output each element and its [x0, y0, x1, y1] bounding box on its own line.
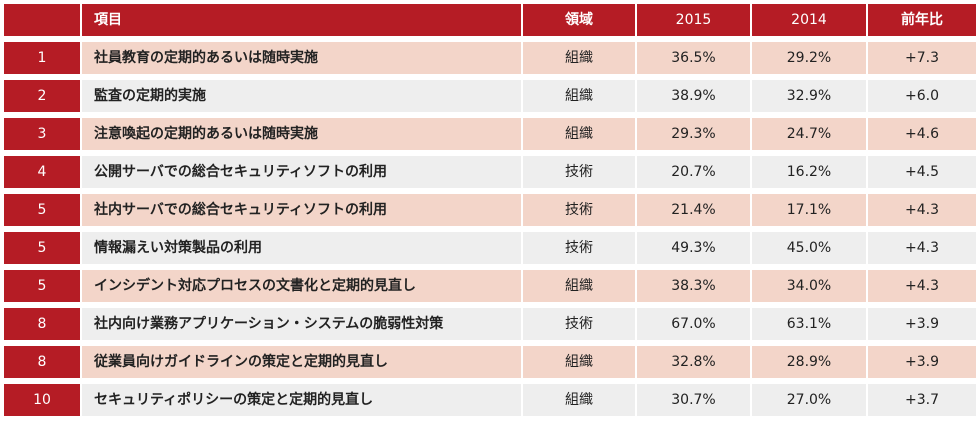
item-cell: 監査の定期的実施	[82, 80, 521, 112]
value-2014-cell: 27.0%	[752, 384, 866, 416]
diff-cell: +7.3	[868, 42, 976, 74]
value-2014-cell: 45.0%	[752, 232, 866, 264]
table-row: 8 従業員向けガイドラインの策定と定期的見直し 組織 32.8% 28.9% +…	[0, 346, 980, 378]
rank-cell: 5	[4, 194, 80, 226]
value-2014-cell: 24.7%	[752, 118, 866, 150]
domain-cell: 組織	[523, 118, 635, 150]
diff-cell: +6.0	[868, 80, 976, 112]
table-row: 1 社員教育の定期的あるいは随時実施 組織 36.5% 29.2% +7.3	[0, 42, 980, 74]
rank-cell: 3	[4, 118, 80, 150]
header-rank	[4, 4, 80, 36]
item-cell: インシデント対応プロセスの文書化と定期的見直し	[82, 270, 521, 302]
domain-cell: 技術	[523, 194, 635, 226]
diff-cell: +3.9	[868, 346, 976, 378]
table-row: 10 セキュリティポリシーの策定と定期的見直し 組織 30.7% 27.0% +…	[0, 384, 980, 416]
item-cell: セキュリティポリシーの策定と定期的見直し	[82, 384, 521, 416]
value-2015-cell: 67.0%	[637, 308, 750, 340]
domain-cell: 組織	[523, 270, 635, 302]
value-2014-cell: 17.1%	[752, 194, 866, 226]
header-2015: 2015	[637, 4, 750, 36]
domain-cell: 技術	[523, 308, 635, 340]
table-row: 8 社内向け業務アプリケーション・システムの脆弱性対策 技術 67.0% 63.…	[0, 308, 980, 340]
header-diff: 前年比	[868, 4, 976, 36]
rank-cell: 2	[4, 80, 80, 112]
rank-cell: 4	[4, 156, 80, 188]
item-cell: 社員教育の定期的あるいは随時実施	[82, 42, 521, 74]
diff-cell: +3.9	[868, 308, 976, 340]
value-2015-cell: 49.3%	[637, 232, 750, 264]
value-2014-cell: 34.0%	[752, 270, 866, 302]
rank-cell: 5	[4, 270, 80, 302]
table-row: 2 監査の定期的実施 組織 38.9% 32.9% +6.0	[0, 80, 980, 112]
diff-cell: +4.3	[868, 232, 976, 264]
item-cell: 公開サーバでの総合セキュリティソフトの利用	[82, 156, 521, 188]
item-cell: 注意喚起の定期的あるいは随時実施	[82, 118, 521, 150]
diff-cell: +4.6	[868, 118, 976, 150]
domain-cell: 組織	[523, 384, 635, 416]
item-cell: 情報漏えい対策製品の利用	[82, 232, 521, 264]
item-cell: 従業員向けガイドラインの策定と定期的見直し	[82, 346, 521, 378]
value-2015-cell: 38.9%	[637, 80, 750, 112]
rank-cell: 1	[4, 42, 80, 74]
table-row: 5 情報漏えい対策製品の利用 技術 49.3% 45.0% +4.3	[0, 232, 980, 264]
value-2015-cell: 32.8%	[637, 346, 750, 378]
table-header: 項目 領域 2015 2014 前年比	[0, 4, 980, 36]
value-2015-cell: 30.7%	[637, 384, 750, 416]
rank-cell: 8	[4, 346, 80, 378]
domain-cell: 技術	[523, 232, 635, 264]
table-row: 5 社内サーバでの総合セキュリティソフトの利用 技術 21.4% 17.1% +…	[0, 194, 980, 226]
table-row: 5 インシデント対応プロセスの文書化と定期的見直し 組織 38.3% 34.0%…	[0, 270, 980, 302]
domain-cell: 組織	[523, 42, 635, 74]
value-2015-cell: 20.7%	[637, 156, 750, 188]
value-2014-cell: 28.9%	[752, 346, 866, 378]
diff-cell: +4.3	[868, 270, 976, 302]
value-2014-cell: 63.1%	[752, 308, 866, 340]
header-item: 項目	[82, 4, 521, 36]
value-2014-cell: 29.2%	[752, 42, 866, 74]
table-row: 4 公開サーバでの総合セキュリティソフトの利用 技術 20.7% 16.2% +…	[0, 156, 980, 188]
rank-cell: 5	[4, 232, 80, 264]
value-2015-cell: 29.3%	[637, 118, 750, 150]
domain-cell: 技術	[523, 156, 635, 188]
header-domain: 領域	[523, 4, 635, 36]
rank-cell: 10	[4, 384, 80, 416]
value-2014-cell: 32.9%	[752, 80, 866, 112]
diff-cell: +3.7	[868, 384, 976, 416]
table-row: 3 注意喚起の定期的あるいは随時実施 組織 29.3% 24.7% +4.6	[0, 118, 980, 150]
diff-cell: +4.5	[868, 156, 976, 188]
item-cell: 社内向け業務アプリケーション・システムの脆弱性対策	[82, 308, 521, 340]
domain-cell: 組織	[523, 346, 635, 378]
value-2014-cell: 16.2%	[752, 156, 866, 188]
rank-cell: 8	[4, 308, 80, 340]
item-cell: 社内サーバでの総合セキュリティソフトの利用	[82, 194, 521, 226]
header-2014: 2014	[752, 4, 866, 36]
value-2015-cell: 21.4%	[637, 194, 750, 226]
value-2015-cell: 36.5%	[637, 42, 750, 74]
diff-cell: +4.3	[868, 194, 976, 226]
domain-cell: 組織	[523, 80, 635, 112]
value-2015-cell: 38.3%	[637, 270, 750, 302]
